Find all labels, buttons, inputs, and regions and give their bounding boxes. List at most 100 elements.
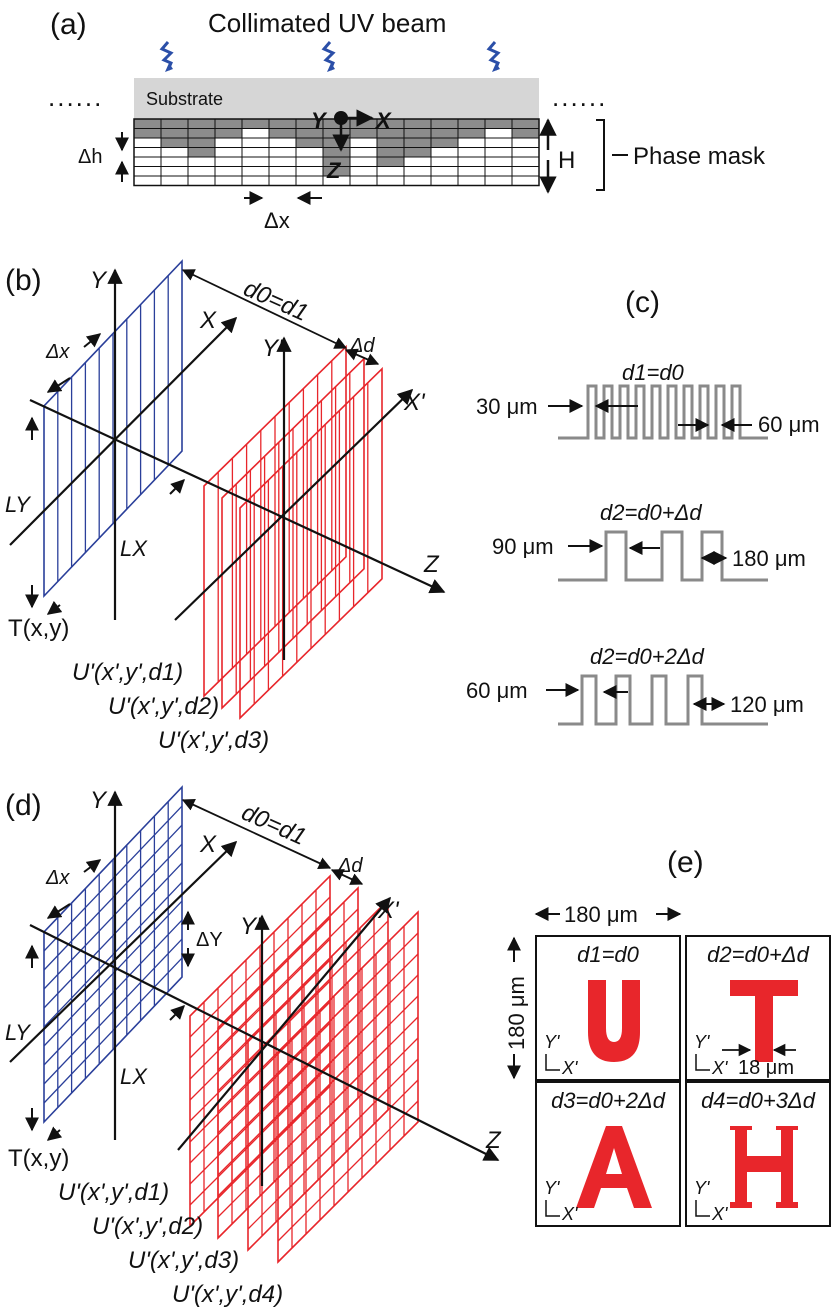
panel-a-label: (a) (50, 8, 87, 41)
d-lx-label: LX (120, 1064, 148, 1089)
c2-title: d2=d0+Δd (600, 500, 702, 525)
uv-arrowhead-icon (492, 63, 500, 72)
d-input-plane-grid (43, 785, 183, 1125)
c3-waveform (558, 674, 768, 726)
d-input-plane-row (43, 957, 183, 1104)
b-u1-label: U'(x',y',d1) (72, 659, 183, 686)
c2-right-label: 180 μm (732, 546, 806, 571)
b-y-label: Y (90, 267, 108, 294)
b-dx-arrow-1 (46, 377, 71, 393)
c1-left-label: 30 μm (476, 394, 538, 419)
phase-mask-grid (133, 118, 540, 187)
d-lx-arrow (169, 1005, 185, 1021)
d-distance-arrow (181, 799, 332, 869)
substrate-label: Substrate (146, 89, 223, 109)
e-ylab: Y' (544, 1032, 560, 1052)
d-x2-label: X' (377, 897, 400, 924)
b-t-label: T(x,y) (8, 615, 69, 642)
e-cell: d4=d0+3Δd Y'X' (685, 1081, 831, 1227)
e-cell-title: d2=d0+Δd (707, 942, 809, 967)
panel-a: (a) Collimated UV beam ...... ...... Sub… (48, 8, 766, 233)
d-x-axis (9, 840, 238, 1063)
e-xlab: X' (561, 1058, 578, 1078)
d-u1-label: U'(x',y',d1) (58, 1179, 169, 1206)
d-x-label: X (199, 831, 217, 858)
panel-b-label: (b) (5, 264, 42, 297)
dots-right: ...... (552, 82, 607, 112)
e-axes-icon (695, 1200, 710, 1217)
uv-wave-icon (486, 41, 501, 71)
d-plane-2-row (217, 908, 359, 1050)
e-letter-h-icon (730, 1126, 798, 1208)
d-z-axis (29, 924, 500, 1161)
d-output-planes-grid (189, 874, 419, 1264)
d-plane-4-row (277, 1037, 419, 1179)
b-x-label: X (199, 307, 217, 334)
d-plane-4-row (277, 1079, 419, 1221)
e-cell: d2=d0+Δd Y'X' 18 μm (685, 935, 831, 1081)
b-distance-arrow (181, 269, 348, 349)
b-lx-label: LX (120, 536, 148, 561)
d-t-arrow (46, 1126, 63, 1141)
mask-column-fill (296, 119, 323, 148)
panel-d-label: (d) (5, 789, 42, 822)
delta-x-label: Δx (264, 208, 290, 233)
e-axes-icon (695, 1054, 710, 1071)
mask-column-fill (431, 119, 458, 148)
b-lx-arrow (169, 479, 185, 495)
c2-left-label: 90 μm (492, 534, 554, 559)
panel-d: (d) Y X Y' X' Z d0=d1 Δd Δx ΔY LY LX T(x… (5, 785, 502, 1308)
e-xlab: X' (711, 1204, 728, 1224)
mask-column-fill (161, 119, 188, 148)
output-planes-grid (203, 344, 383, 720)
d-u2-label: U'(x',y',d2) (92, 1213, 203, 1240)
d-distance-label: d0=d1 (238, 799, 311, 851)
c3-right-label: 120 μm (730, 692, 804, 717)
mask-column-fill (377, 119, 404, 167)
c3-title: d2=d0+2Δd (590, 644, 705, 669)
d-x2-axis (177, 896, 391, 1151)
d-input-plane-row (43, 824, 183, 971)
c1-right-label: 60 μm (758, 412, 820, 437)
uv-beam-title: Collimated UV beam (208, 8, 446, 38)
e-letter-u-icon (588, 980, 640, 1062)
mask-column-fill (242, 119, 269, 129)
d-plane-4-row (277, 953, 419, 1095)
b-x2-label: X' (403, 389, 426, 416)
d-input-plane-row (43, 862, 183, 1009)
input-plane-grid (43, 259, 183, 598)
d-delta-y-label: ΔY (196, 929, 223, 951)
mask-column-fill (485, 119, 512, 129)
d-input-plane-row (43, 805, 183, 952)
panel-e: (e) 180 μm 180 μm d1=d0Y'X'd2=d0+ΔdY'X' 1… (504, 846, 831, 1227)
b-dx-arrow-2 (83, 333, 102, 348)
d-y2-label: Y' (240, 913, 262, 940)
d-input-plane-row (43, 900, 183, 1047)
substrate-block (134, 78, 539, 119)
e-cell-title: d4=d0+3Δd (701, 1088, 816, 1113)
d-plane-4-row (277, 932, 419, 1074)
panel-b: (b) Y X Y' X' Z d0=d1 Δd Δx LY LX T(x,y)… (5, 259, 446, 754)
e-xlab: X' (561, 1204, 578, 1224)
e-letter-a-icon (576, 1126, 652, 1208)
d-plane-1-outline (189, 874, 331, 1228)
d-plane-4-outline (277, 910, 419, 1264)
h-label: H (558, 147, 575, 174)
phase-mask-label: Phase mask (633, 143, 766, 170)
e-cell-title: d3=d0+2Δd (551, 1088, 666, 1113)
c1-waveform (558, 384, 768, 440)
e-height-label: 180 μm (504, 976, 529, 1050)
axis-y-label: Y (311, 108, 328, 133)
d-z-label: Z (485, 1127, 502, 1154)
b-x-axis (9, 316, 238, 546)
e-cells: d1=d0Y'X'd2=d0+ΔdY'X' 18 μmd3=d0+2ΔdY'X'd… (535, 935, 831, 1227)
b-x2-axis (174, 388, 414, 621)
b-plane-3-outline (239, 366, 383, 720)
e-ylab: Y' (694, 1032, 710, 1052)
uv-arrows (159, 41, 501, 72)
e-ylab: Y' (544, 1178, 560, 1198)
d-input-plane-row (43, 938, 183, 1085)
b-y2-label: Y' (262, 335, 284, 362)
e-cell: d1=d0 Y'X' (535, 935, 681, 1081)
e-width-label: 180 μm (564, 902, 638, 927)
